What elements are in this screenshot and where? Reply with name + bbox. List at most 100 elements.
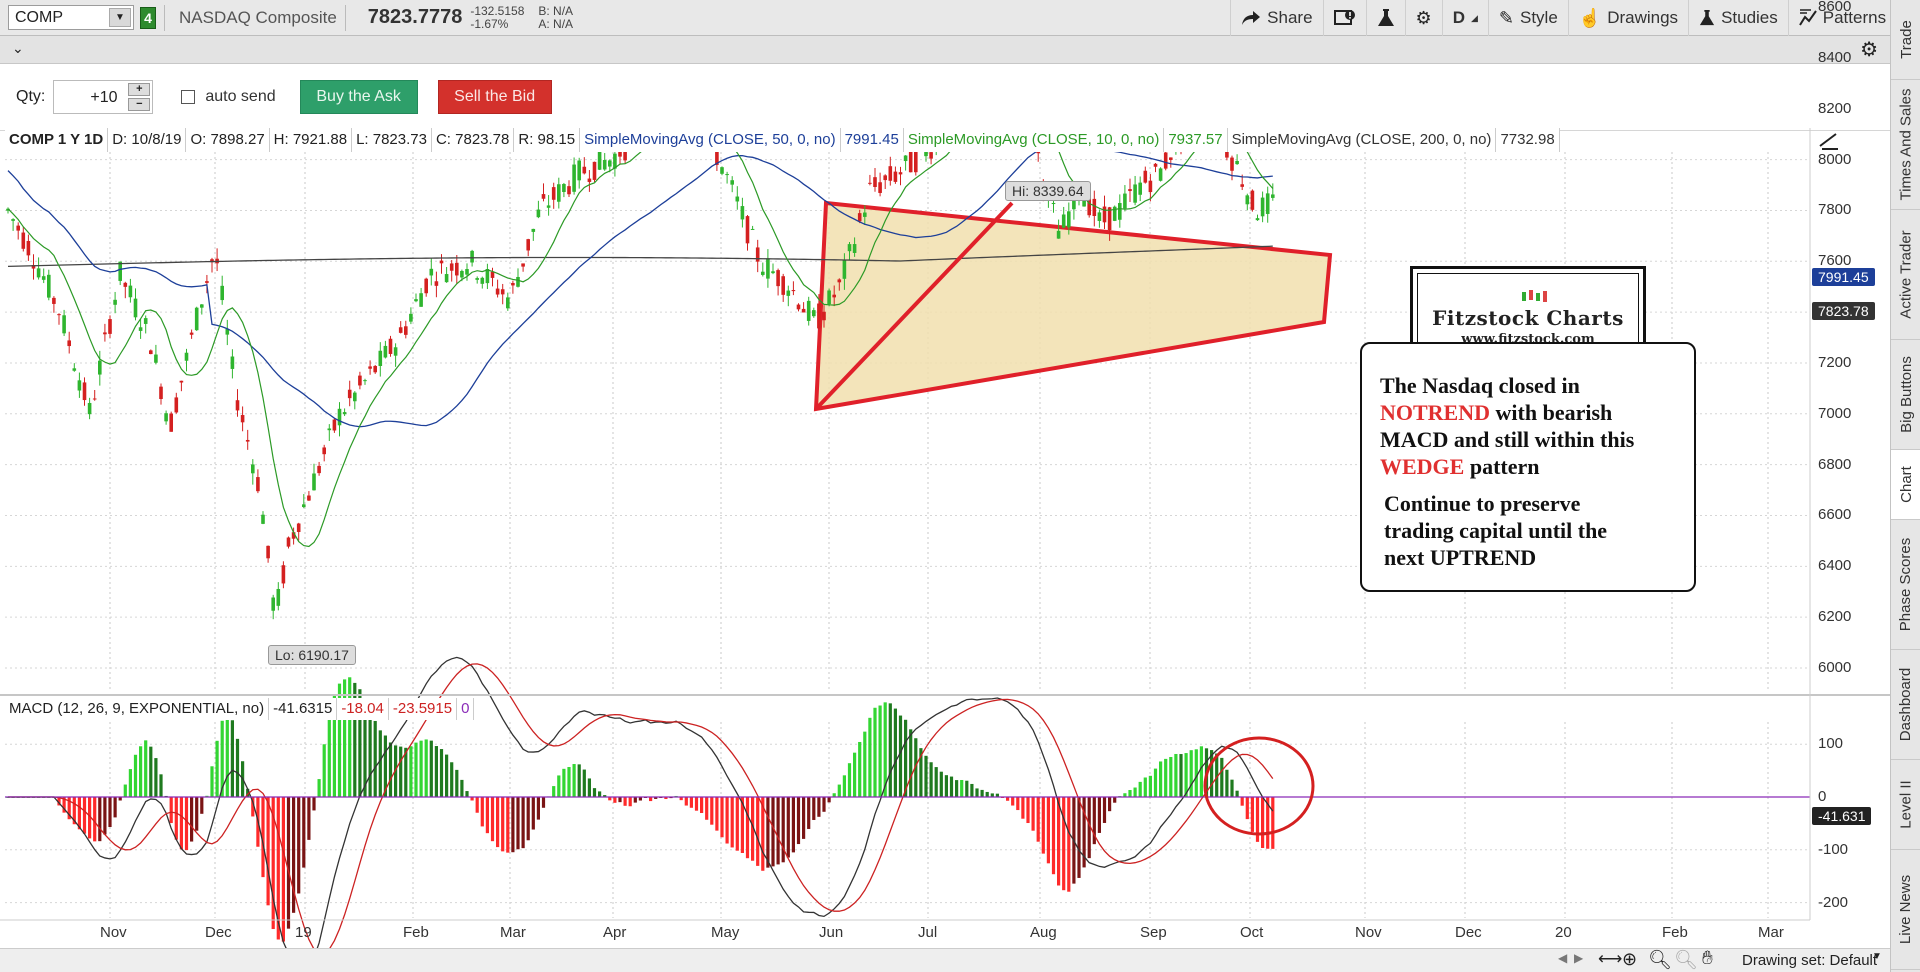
candle-body bbox=[108, 319, 112, 334]
aggregation-button[interactable]: D ◢ bbox=[1441, 0, 1488, 36]
macd-bar bbox=[562, 768, 566, 797]
macd-bar bbox=[567, 767, 571, 797]
zoom-out-icon[interactable]: 🔍︎ bbox=[1674, 950, 1699, 971]
macd-bar bbox=[587, 778, 591, 797]
studies-button[interactable]: Studies bbox=[1688, 0, 1788, 36]
chevron-down-icon[interactable]: ⌄ bbox=[12, 40, 24, 56]
macd-bar bbox=[113, 797, 117, 818]
increment-icon[interactable]: + bbox=[128, 83, 151, 96]
price-axis-label: 6200 bbox=[1818, 608, 1852, 626]
brush-icon: ✎ bbox=[1498, 7, 1514, 28]
qty-value[interactable]: +10 bbox=[90, 89, 118, 106]
collapse-icon[interactable] bbox=[1816, 130, 1844, 152]
buy-ask-button[interactable]: Buy the Ask bbox=[299, 80, 418, 114]
auto-send-checkbox[interactable] bbox=[181, 90, 196, 104]
gear-icon[interactable]: ⚙ bbox=[1860, 39, 1878, 61]
sma10-line bbox=[7, 128, 1274, 548]
macd-label[interactable]: MACD (12, 26, 9, EXPONENTIAL, no) bbox=[5, 698, 270, 720]
candle-body bbox=[143, 318, 148, 324]
macd-bar bbox=[1255, 797, 1260, 842]
macd-bar bbox=[281, 797, 285, 942]
decrement-icon[interactable]: − bbox=[128, 98, 151, 111]
macd-bar bbox=[1240, 797, 1244, 806]
sidebar-tab-label: Phase Scores bbox=[1897, 537, 1915, 632]
flexible-grid-button[interactable] bbox=[1322, 0, 1366, 36]
zoom-in-icon[interactable]: 🔍︎ bbox=[1648, 950, 1673, 971]
sidebar-tab-big-buttons[interactable]: Big Buttons bbox=[1891, 340, 1920, 450]
analysis-note: The Nasdaq closed in NOTREND with bearis… bbox=[1360, 342, 1696, 592]
sidebar-tab-level-ii[interactable]: Level II bbox=[1891, 760, 1920, 850]
sidebar-tab-trade[interactable]: Trade bbox=[1891, 0, 1920, 80]
candle-body bbox=[796, 304, 801, 310]
macd-bar bbox=[363, 700, 367, 797]
macd-bar bbox=[582, 769, 586, 797]
macd-bar bbox=[1113, 797, 1117, 803]
settings-button[interactable]: ⚙ bbox=[1404, 0, 1442, 36]
patterns-button[interactable]: Patterns bbox=[1787, 0, 1896, 36]
price-chart[interactable] bbox=[0, 128, 1890, 956]
studies-flask-button[interactable] bbox=[1365, 0, 1405, 36]
macd-bar bbox=[200, 797, 204, 814]
candle-body bbox=[1163, 152, 1168, 169]
expand-time-icon[interactable]: ⟷ bbox=[1598, 949, 1623, 968]
sidebar-tab-phase-scores[interactable]: Phase Scores bbox=[1891, 520, 1920, 650]
drawing-set-label[interactable]: Drawing set: Default bbox=[1742, 952, 1878, 969]
chevron-down-icon[interactable]: ▼ bbox=[1872, 951, 1882, 962]
time-axis-label: 20 bbox=[1555, 924, 1572, 941]
sidebar-tab-dashboard[interactable]: Dashboard bbox=[1891, 650, 1920, 760]
candle-body bbox=[1112, 206, 1117, 221]
sma50-value: 7991.45 bbox=[841, 128, 904, 152]
candle-body bbox=[771, 271, 775, 274]
share-button[interactable]: Share bbox=[1230, 0, 1322, 36]
crosshair-icon[interactable]: ⊕ bbox=[1622, 949, 1638, 969]
bid-ask-block: B: N/A A: N/A bbox=[538, 4, 573, 31]
link-group-badge[interactable]: 4 bbox=[140, 6, 156, 29]
drawings-button[interactable]: ☝ Drawings bbox=[1567, 0, 1688, 36]
candle-body bbox=[52, 297, 56, 304]
macd-bar bbox=[863, 731, 867, 797]
right-sidebar: Trade Times And Sales Active Trader Big But… bbox=[1890, 0, 1920, 972]
sidebar-tab-live-news[interactable]: Live News bbox=[1891, 850, 1920, 970]
macd-bar bbox=[1245, 797, 1249, 820]
macd-bar bbox=[1031, 797, 1035, 831]
macd-bar bbox=[1133, 787, 1137, 797]
sma50-label[interactable]: SimpleMovingAvg (CLOSE, 50, 0, no) bbox=[580, 128, 841, 152]
quantity-stepper[interactable]: +10 + − bbox=[53, 80, 154, 114]
macd-bar bbox=[1261, 797, 1265, 849]
header-close: C: 7823.78 bbox=[432, 128, 515, 152]
macd-bar bbox=[1189, 750, 1193, 797]
scroll-left-icon[interactable]: ◀ bbox=[1558, 951, 1568, 965]
candle-body bbox=[317, 465, 321, 474]
scroll-right-icon[interactable]: ▶ bbox=[1574, 951, 1584, 965]
candle-body bbox=[358, 375, 362, 386]
sidebar-tab-active-trader[interactable]: Active Trader bbox=[1891, 210, 1920, 340]
time-axis-label: Jul bbox=[918, 924, 938, 941]
style-button[interactable]: ✎ Style bbox=[1487, 0, 1568, 36]
macd-bar bbox=[123, 784, 127, 797]
sell-bid-button[interactable]: Sell the Bid bbox=[437, 80, 552, 114]
macd-bar bbox=[980, 789, 984, 797]
macd-bar bbox=[1174, 753, 1178, 797]
macd-bar bbox=[485, 797, 489, 834]
candle-body bbox=[200, 304, 204, 308]
chevron-down-icon[interactable]: ▼ bbox=[109, 8, 131, 27]
sma10-label[interactable]: SimpleMovingAvg (CLOSE, 10, 0, no) bbox=[904, 128, 1165, 152]
sma200-label[interactable]: SimpleMovingAvg (CLOSE, 200, 0, no) bbox=[1228, 128, 1497, 152]
candle-body bbox=[286, 537, 291, 547]
candle-body bbox=[189, 332, 194, 335]
pan-hand-icon[interactable]: ✋︎ bbox=[1702, 948, 1713, 969]
candle-body bbox=[103, 332, 107, 335]
candle-body bbox=[587, 178, 592, 182]
sidebar-tab-times-and-sales[interactable]: Times And Sales bbox=[1891, 80, 1920, 210]
macd-bar bbox=[924, 755, 928, 797]
candle-body bbox=[776, 270, 780, 287]
candle-body bbox=[332, 419, 337, 431]
macd-bar bbox=[460, 779, 464, 797]
time-axis-label: Nov bbox=[1355, 924, 1382, 941]
sidebar-tab-chart[interactable]: Chart bbox=[1891, 450, 1920, 520]
macd-bar bbox=[914, 738, 918, 797]
candle-body bbox=[1138, 182, 1142, 195]
candle-body bbox=[572, 164, 576, 192]
symbol-selector[interactable]: COMP ▼ bbox=[8, 5, 134, 30]
price-axis-label: 8200 bbox=[1818, 99, 1852, 117]
